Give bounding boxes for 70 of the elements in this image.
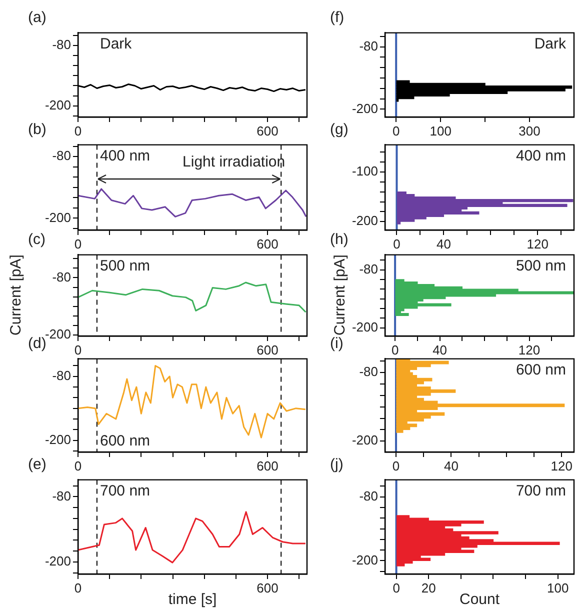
chart-title: (b)	[28, 121, 46, 138]
chart-title: (f)	[330, 9, 344, 26]
y-tick-label: -200	[44, 432, 71, 447]
annotation: 600 nm	[100, 432, 150, 450]
chart-title: (i)	[330, 335, 344, 352]
x-tick-label: 0	[392, 458, 400, 474]
x-tick-label: 600	[256, 580, 278, 596]
x-tick-label: 0	[392, 580, 400, 596]
y-tick-label: -200	[352, 432, 378, 448]
x-tick-label: 600	[256, 342, 278, 358]
y-tick-label: -80	[52, 269, 71, 284]
x-tick-label: 120	[526, 236, 548, 252]
x-tick-label: 600	[256, 236, 278, 252]
annotation: Dark	[100, 35, 132, 52]
x-tick-label: 600	[256, 458, 278, 474]
x-axis-title: Count	[459, 591, 500, 608]
y-tick-label: -200	[352, 100, 378, 116]
annotation: 500 nm	[516, 257, 566, 274]
x-tick-label: 0	[74, 458, 82, 474]
annotation: 400 nm	[516, 147, 566, 164]
chart-title: (c)	[28, 231, 46, 248]
x-tick-label: 40	[432, 342, 448, 358]
y-tick-label: -80	[52, 368, 71, 383]
y-tick-label: -200	[352, 213, 378, 228]
y-tick-label: -80	[52, 488, 71, 504]
x-tick-label: 0	[391, 342, 399, 358]
y-tick-label: -80	[52, 148, 71, 164]
y-tick-label: -80	[359, 38, 378, 54]
y-tick-label: -200	[352, 552, 378, 568]
x-tick-label: 300	[518, 123, 540, 138]
annotation: 500 nm	[100, 257, 150, 274]
x-tick-label: 20	[421, 580, 436, 596]
y-tick-label: -100	[352, 164, 378, 179]
x-tick-label: 0	[393, 236, 400, 252]
x-tick-label: 100	[430, 123, 452, 138]
chart-title: (h)	[330, 231, 348, 248]
x-tick-label: 0	[74, 236, 82, 252]
y-tick-label: -200	[44, 326, 71, 342]
y-axis-title: Current [pA]	[332, 254, 348, 336]
annotation: 400 nm	[100, 147, 150, 164]
x-tick-label: 40	[436, 236, 451, 252]
annotation: 700 nm	[100, 482, 150, 500]
x-tick-label: 600	[256, 123, 278, 138]
y-tick-label: -200	[44, 97, 71, 112]
x-tick-label: 120	[518, 342, 540, 358]
y-tick-label: -200	[44, 554, 71, 569]
annotation: Dark	[534, 35, 566, 52]
y-tick-label: -80	[359, 364, 378, 380]
chart-title: (j)	[330, 456, 344, 473]
x-tick-label: 0	[392, 123, 400, 138]
y-tick-label: -80	[52, 36, 71, 52]
x-tick-label: 0	[74, 342, 82, 358]
x-tick-label: 0	[74, 123, 82, 138]
x-axis-title: time [s]	[168, 591, 217, 608]
y-axis-title: Current [pA]	[8, 254, 24, 336]
y-tick-label: -200	[44, 210, 71, 225]
chart-title: (a)	[28, 9, 46, 26]
x-tick-label: 120	[550, 458, 572, 474]
x-tick-label: 40	[444, 458, 458, 474]
annotation: 700 nm	[516, 482, 566, 500]
y-tick-label: -200	[352, 319, 378, 334]
x-tick-label: 0	[74, 580, 82, 596]
annotation: Light irradiation	[182, 153, 286, 170]
y-tick-label: -80	[359, 488, 378, 504]
chart-title: (e)	[28, 456, 46, 473]
y-tick-label: -80	[359, 261, 378, 276]
x-tick-label: 100	[546, 580, 569, 596]
annotation: 600 nm	[516, 361, 566, 378]
chart-title: (g)	[330, 121, 348, 138]
chart-title: (d)	[28, 335, 46, 352]
